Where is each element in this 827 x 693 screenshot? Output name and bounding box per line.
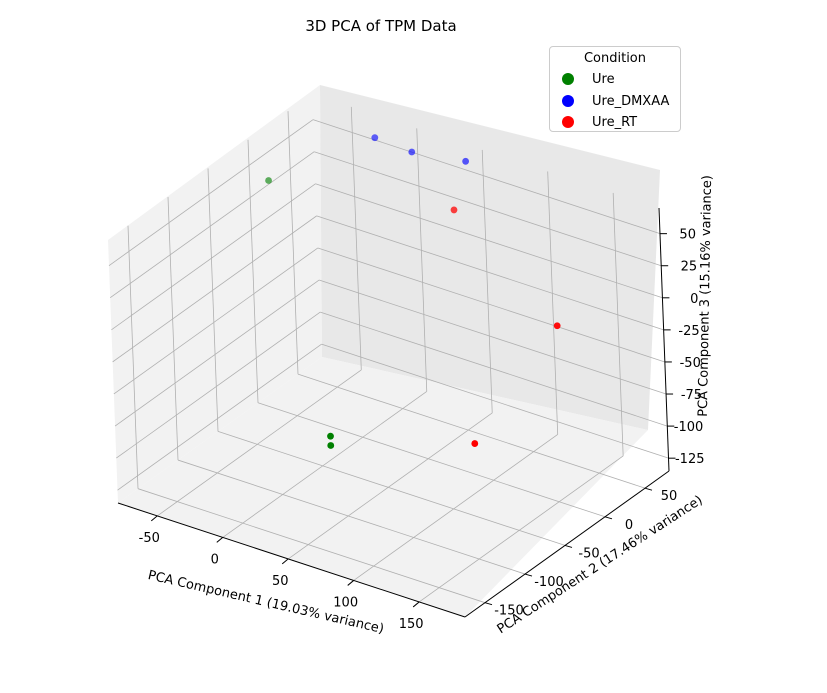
- x-tick-mark: [347, 580, 355, 586]
- legend-title: Condition: [583, 51, 647, 66]
- z-grid-line: [109, 151, 315, 299]
- y-grid-line: [207, 168, 219, 432]
- data-point: [462, 157, 470, 165]
- data-point: [265, 177, 272, 184]
- data-point: [471, 440, 479, 447]
- z-tick-label: -50: [680, 356, 701, 371]
- data-point: [408, 148, 416, 156]
- z-grid-line: [112, 215, 317, 363]
- data-point: [450, 206, 458, 214]
- x-tick-label: 100: [333, 595, 358, 610]
- z-grid-line: [108, 119, 314, 266]
- legend-item-ure-rt: Ure_RT: [562, 112, 637, 132]
- z-grid-line: [114, 279, 320, 427]
- pane-left: [108, 85, 322, 503]
- x-tick-mark: [150, 515, 158, 522]
- x-tick-mark: [281, 558, 289, 565]
- x-grid-line: [418, 455, 624, 603]
- data-point: [327, 442, 335, 449]
- legend-item-ure-dmxaa: Ure_DMXAA: [562, 91, 669, 111]
- legend-label: Ure: [592, 71, 615, 87]
- z-grid-line: [316, 215, 664, 331]
- y-grid-line: [137, 488, 486, 604]
- x-grid-line: [222, 391, 427, 538]
- x-tick-label: 150: [399, 617, 424, 632]
- y-tick-label: -50: [578, 546, 599, 561]
- x-grid-line: [416, 128, 428, 392]
- x-tick-label: 50: [272, 574, 289, 589]
- legend-label: Ure_RT: [592, 114, 638, 130]
- y-tick-label: -150: [494, 604, 524, 619]
- y-tick-label: -100: [534, 575, 564, 590]
- axis-lines: [117, 207, 670, 618]
- z-grid-line: [315, 183, 663, 299]
- grid-lines: [108, 106, 669, 604]
- x-grid-line: [353, 434, 558, 581]
- x-tick-label: 0: [211, 552, 219, 567]
- data-point: [371, 134, 379, 142]
- z-grid-line: [111, 183, 316, 331]
- x-grid-line: [287, 412, 493, 560]
- x-grid-line: [481, 149, 493, 413]
- x-axis-line: [117, 502, 466, 618]
- z-tick-label: -75: [681, 388, 702, 403]
- x-grid-line: [612, 192, 624, 456]
- z-grid-line: [321, 343, 669, 459]
- x-tick-mark: [216, 537, 224, 543]
- pane-back: [320, 85, 660, 430]
- z-grid-line: [116, 311, 321, 459]
- z-axis-label: PCA Component 3 (15.16% variance): [696, 175, 715, 417]
- x-grid-line: [350, 106, 362, 370]
- z-grid-line: [320, 311, 668, 427]
- y-tick-mark: [524, 573, 533, 577]
- legend-marker: [562, 116, 574, 128]
- y-tick-label: 0: [625, 518, 633, 533]
- pane-floor: [118, 357, 648, 617]
- data-point: [327, 432, 334, 440]
- z-tick-label: -125: [675, 452, 705, 467]
- z-grid-line: [113, 247, 319, 395]
- z-tick-label: -100: [674, 420, 704, 435]
- y-axis-line: [464, 470, 670, 618]
- y-grid-line: [167, 197, 179, 461]
- z-tick-label: 25: [681, 260, 698, 275]
- x-tick-label: -50: [139, 531, 160, 546]
- y-grid-line: [217, 431, 566, 546]
- legend: Condition Ure Ure_DMXAA Ure_RT: [549, 46, 681, 132]
- legend-marker: [562, 95, 574, 107]
- y-grid-line: [257, 402, 606, 518]
- z-grid-line: [317, 247, 665, 363]
- legend-item-ure: Ure: [562, 69, 615, 89]
- y-grid-line: [177, 459, 526, 575]
- y-tick-label: 50: [661, 489, 678, 504]
- z-grid-line: [117, 343, 322, 491]
- legend-label: Ure_DMXAA: [592, 93, 670, 109]
- chart-title: 3D PCA of TPM Data: [305, 17, 456, 35]
- y-tick-mark: [604, 516, 613, 520]
- x-grid-line: [157, 369, 362, 517]
- data-points: [265, 134, 561, 449]
- y-grid-line: [247, 139, 259, 403]
- z-axis-line: [658, 207, 670, 472]
- z-tick-label: 0: [690, 292, 698, 307]
- y-grid-line: [127, 225, 139, 489]
- tick-labels: -50 0 50 100 150 -150 -100 -50 0 50 50 25 0 -25 -50 -75…: [139, 228, 705, 632]
- z-tick-label: 50: [679, 228, 696, 243]
- z-grid-line: [312, 119, 661, 235]
- y-grid-line: [297, 373, 646, 489]
- z-tick-label: -25: [678, 324, 699, 339]
- z-grid-line: [318, 279, 667, 395]
- y-tick-mark: [484, 602, 493, 606]
- legend-marker: [562, 73, 574, 85]
- data-point: [553, 322, 561, 330]
- y-tick-mark: [564, 544, 573, 548]
- z-grid-line: [314, 151, 662, 267]
- y-grid-line: [287, 111, 299, 375]
- y-tick-mark: [644, 487, 653, 491]
- x-grid-line: [547, 171, 559, 435]
- x-tick-mark: [412, 601, 420, 608]
